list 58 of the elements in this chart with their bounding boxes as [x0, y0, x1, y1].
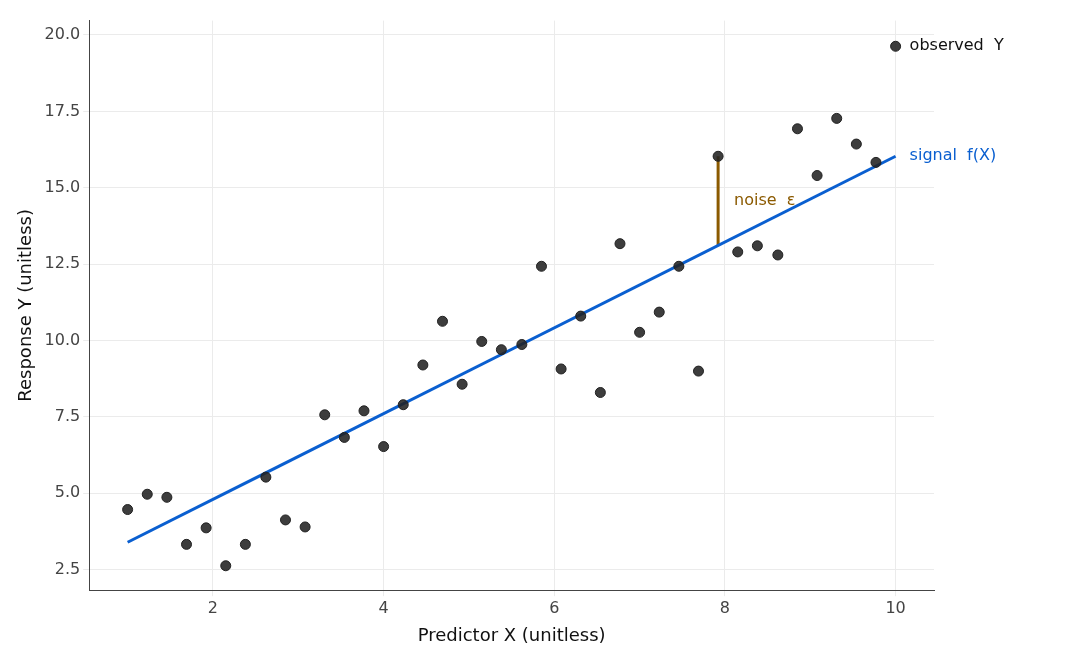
point: [692, 365, 704, 377]
point: [516, 339, 528, 351]
point: [220, 560, 232, 572]
point: [870, 156, 882, 168]
point: [397, 399, 409, 411]
point: [181, 538, 192, 550]
y-tick-label: 15.0: [44, 176, 81, 196]
series-label: noise ε: [734, 190, 796, 210]
point: [653, 306, 665, 318]
point: [495, 344, 507, 356]
point: [338, 431, 350, 443]
point: [358, 405, 370, 417]
point: [634, 326, 646, 338]
point: [594, 386, 606, 398]
y-tick-label: 2.5: [54, 558, 81, 578]
point: [831, 112, 843, 124]
x-tick-label: 8: [719, 597, 731, 617]
point: [456, 378, 468, 390]
series-label: signal f(X): [909, 145, 997, 165]
point: [161, 491, 173, 503]
y-tick-label: 10.0: [44, 329, 81, 349]
point: [732, 246, 744, 258]
point: [239, 538, 251, 550]
y-tick-label: 7.5: [54, 406, 81, 426]
series-label: observed Y: [909, 35, 1004, 55]
point: [575, 310, 587, 322]
y-tick-label: 5.0: [54, 482, 81, 502]
point: [890, 40, 902, 52]
point: [299, 521, 311, 533]
point: [751, 240, 763, 252]
x-tick-label: 10: [885, 597, 906, 617]
point: [417, 359, 429, 371]
x-tick-label: 6: [549, 597, 560, 617]
point: [811, 170, 823, 182]
point: [260, 471, 272, 483]
y-tick-label: 17.5: [44, 100, 81, 120]
point: [772, 249, 784, 261]
point: [279, 514, 291, 526]
x-axis-title: Predictor X (unitless): [417, 623, 606, 645]
point: [378, 441, 390, 453]
x-tick-label: 2: [207, 597, 219, 617]
point: [535, 260, 547, 272]
x-tick-label: 4: [378, 597, 389, 617]
point: [437, 315, 448, 327]
point: [712, 150, 724, 162]
y-axis-title: Response Y (unitless): [14, 209, 36, 402]
point: [200, 522, 212, 534]
point: [319, 409, 331, 421]
point: [476, 335, 488, 347]
point: [791, 123, 803, 135]
point: [141, 488, 153, 500]
point: [850, 138, 862, 150]
y-tick-label: 20.0: [44, 24, 81, 44]
point: [614, 238, 626, 250]
point: [555, 363, 567, 375]
point: [122, 504, 134, 516]
point: [673, 260, 685, 272]
y-tick-label: 12.5: [44, 253, 81, 273]
